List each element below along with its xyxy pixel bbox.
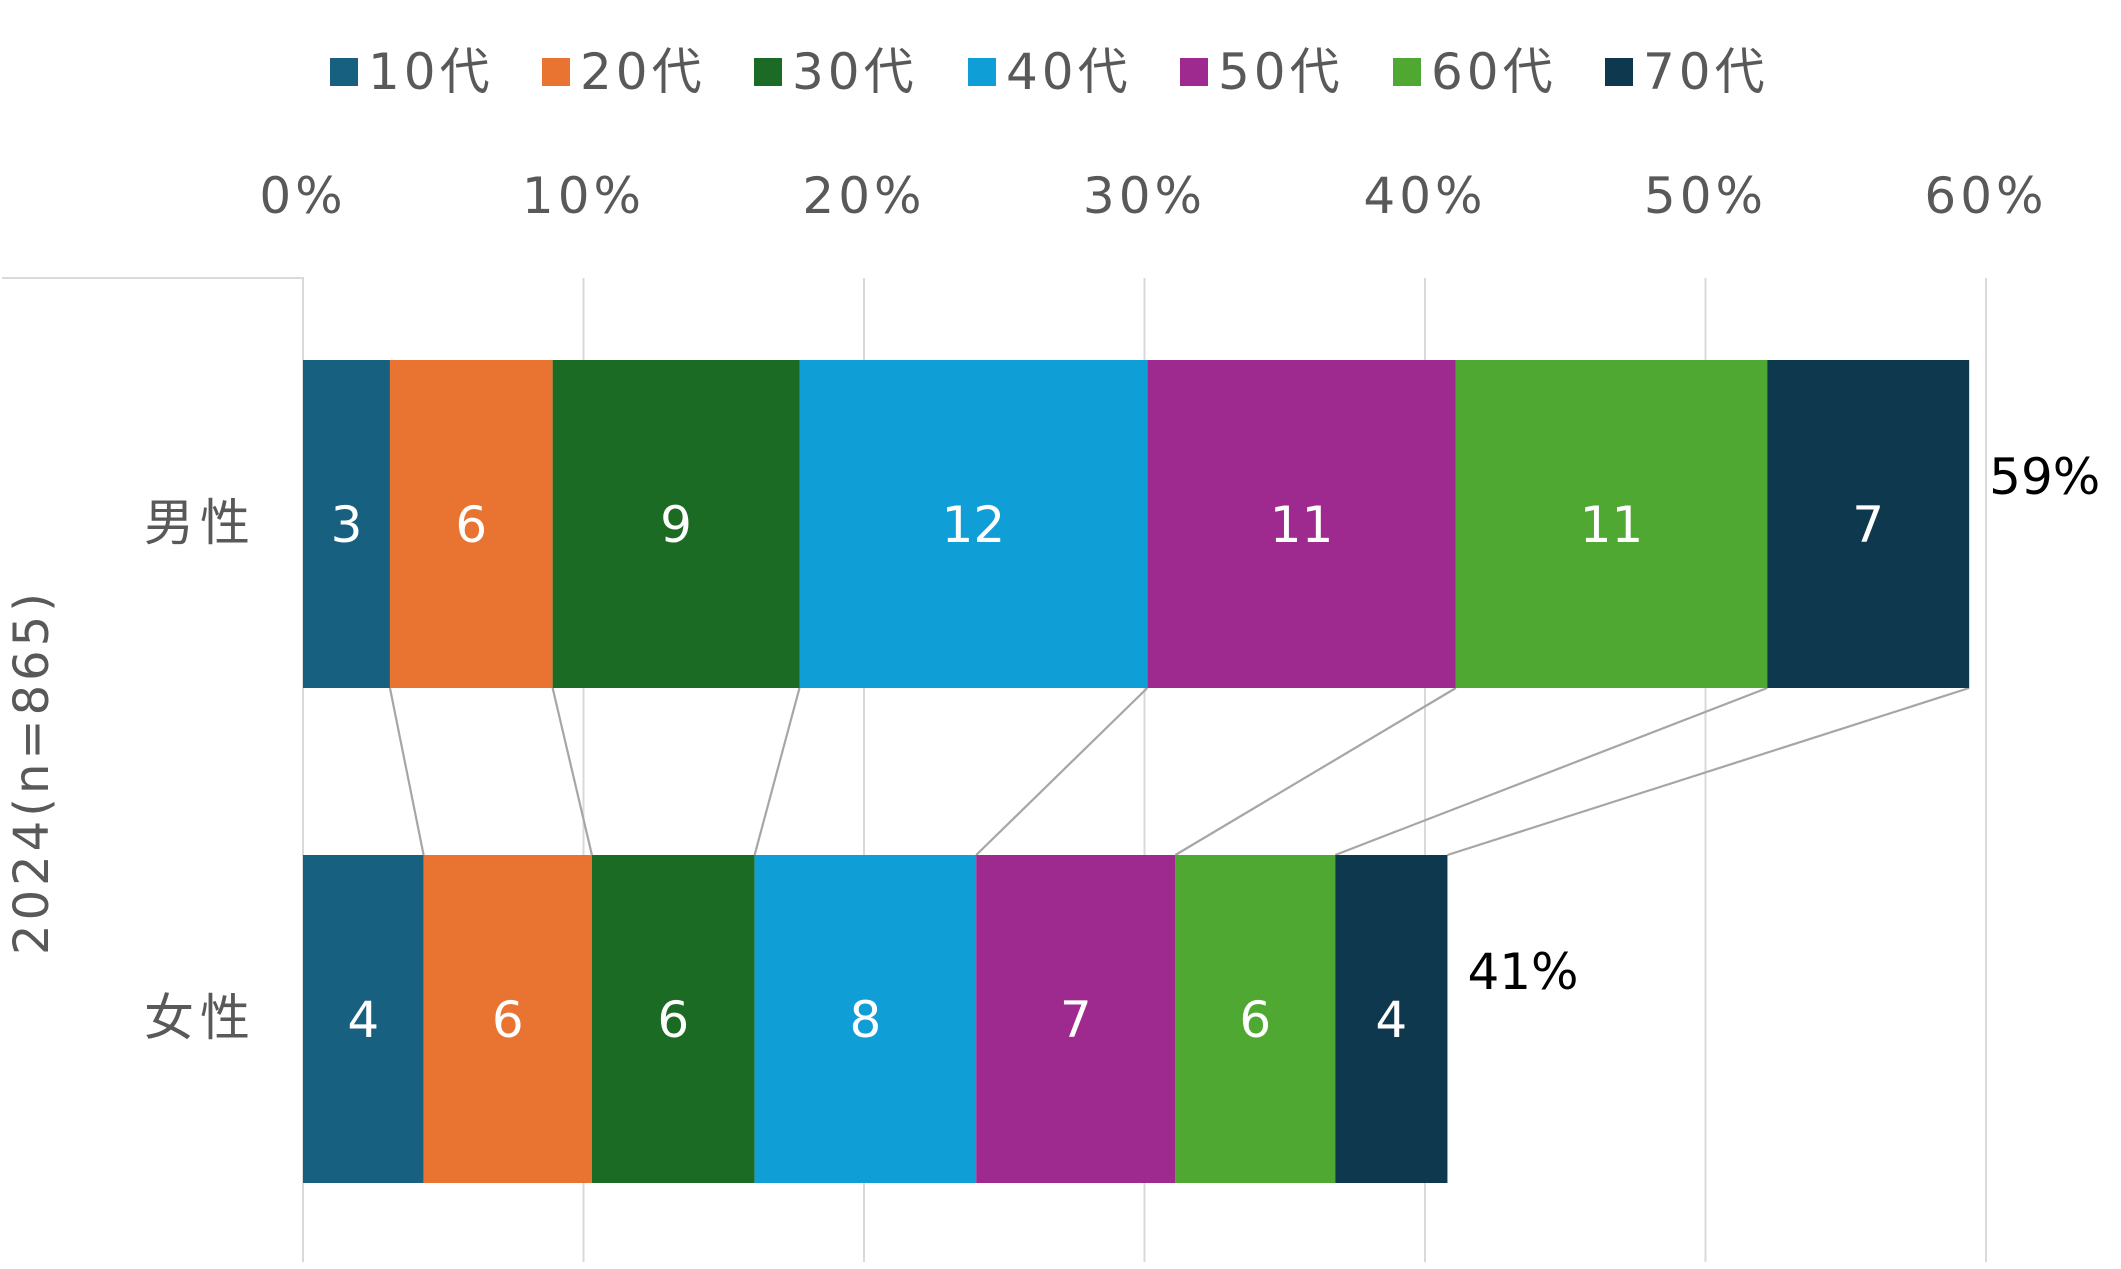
data-label: 12 (942, 496, 1006, 554)
legend-label: 20代 (580, 43, 706, 101)
chart-legend: 10代 20代 30代 40代 50代 60代 70代 (330, 43, 1769, 101)
bar-segment (303, 360, 390, 688)
bar-segment (1175, 855, 1336, 1183)
data-label: 11 (1270, 496, 1334, 554)
total-label: 41% (1467, 943, 1578, 1001)
bar-segment (1455, 360, 1768, 688)
bar-segment (389, 360, 553, 688)
series-connector-line (1334, 686, 1768, 857)
bar-segment (799, 360, 1148, 688)
bar-segment (1767, 360, 1970, 688)
series-connector-line (1174, 687, 1457, 856)
data-label: 4 (1375, 991, 1407, 1049)
x-tick-label: 60% (1924, 167, 2047, 225)
bar-segment (754, 855, 977, 1183)
legend-swatch (754, 58, 782, 86)
x-tick-label: 50% (1644, 167, 1767, 225)
data-label: 7 (1852, 496, 1884, 554)
series-connector-line (551, 687, 593, 856)
legend-label: 30代 (792, 43, 918, 101)
data-label: 7 (1060, 991, 1092, 1049)
bar-segment (976, 855, 1176, 1183)
legend-swatch (1180, 58, 1208, 86)
category-label: 女性 (144, 989, 256, 1047)
legend-label: 70代 (1643, 43, 1769, 101)
bar-segment (303, 855, 424, 1183)
legend-label: 10代 (368, 43, 494, 101)
legend-swatch (968, 58, 996, 86)
bar-segment (423, 855, 592, 1183)
legend-label: 50代 (1218, 43, 1344, 101)
data-label: 6 (657, 991, 689, 1049)
data-label: 6 (455, 496, 487, 554)
x-tick-label: 20% (802, 167, 925, 225)
data-label: 3 (331, 496, 363, 554)
data-label: 11 (1580, 496, 1644, 554)
data-label: 6 (492, 991, 524, 1049)
series-connector-line (388, 687, 425, 856)
bar-segment (1147, 360, 1456, 688)
series-connector-line (1447, 686, 1970, 857)
bar-segment (591, 855, 755, 1183)
legend-label: 60代 (1431, 43, 1557, 101)
bar-segment (552, 360, 800, 688)
bar-segment (1335, 855, 1448, 1183)
legend-swatch (1605, 58, 1633, 86)
series-connector-line (975, 687, 1149, 856)
group-label: 2024(n=865) (4, 589, 60, 955)
legend-label: 40代 (1006, 43, 1132, 101)
series-connector-lines (388, 686, 1970, 857)
legend-swatch (542, 58, 570, 86)
x-axis-tick-labels: 0% 10% 20% 30% 40% 50% 60% (259, 167, 2047, 225)
bar-segments (303, 360, 1970, 1183)
x-tick-label: 30% (1083, 167, 1206, 225)
legend-swatch (330, 58, 358, 86)
series-connector-line (753, 687, 801, 856)
category-label: 男性 (144, 494, 256, 552)
total-label: 59% (1989, 448, 2100, 506)
data-label: 8 (849, 991, 881, 1049)
x-tick-label: 40% (1363, 167, 1486, 225)
data-labels: 3 6 9 12 11 11 7 59% 4 6 6 8 7 6 4 41% (331, 448, 2101, 1049)
legend-swatch (1393, 58, 1421, 86)
data-label: 6 (1239, 991, 1271, 1049)
data-label: 9 (660, 496, 692, 554)
data-label: 4 (347, 991, 379, 1049)
x-tick-label: 0% (259, 167, 346, 225)
x-tick-label: 10% (522, 167, 645, 225)
